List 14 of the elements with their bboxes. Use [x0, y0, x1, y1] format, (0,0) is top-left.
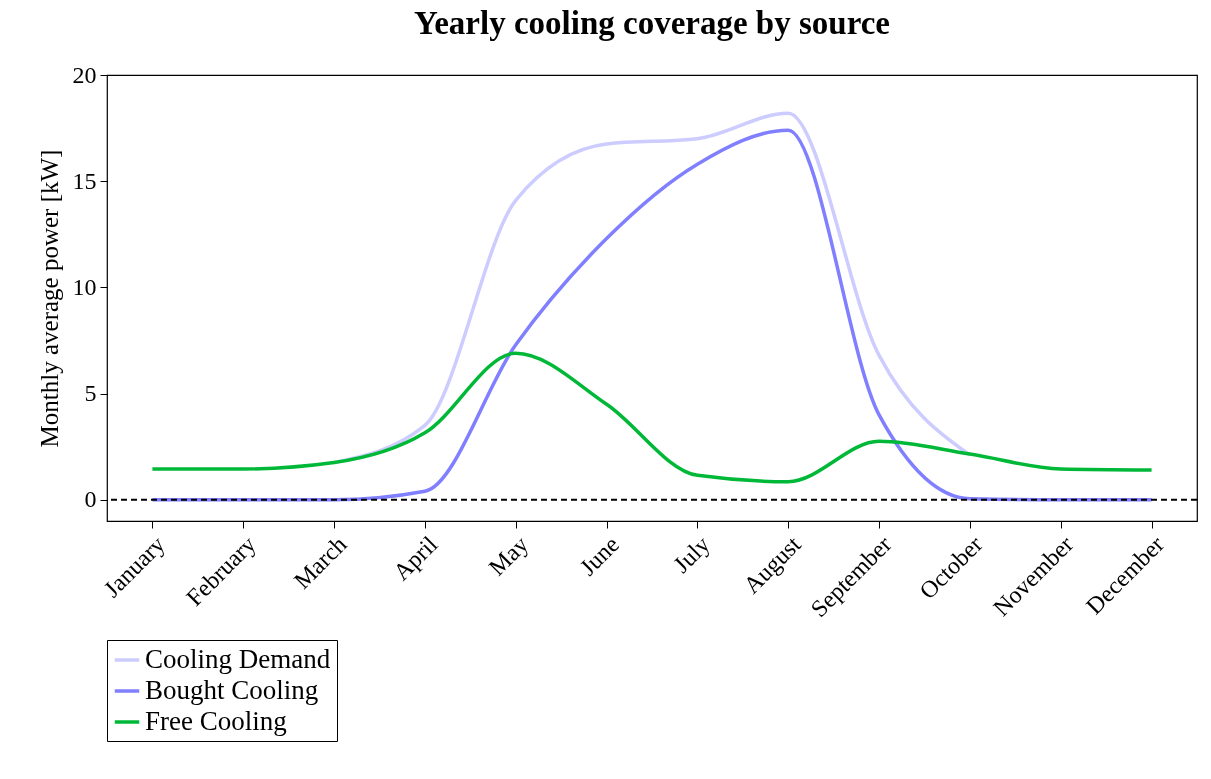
y-tick-label: 20: [72, 61, 97, 88]
legend-label: Bought Cooling: [145, 675, 319, 705]
y-tick-label: 0: [84, 486, 97, 513]
y-tick-label: 10: [72, 273, 97, 300]
y-tick-label: 5: [84, 380, 97, 407]
x-tick-label: June: [574, 531, 625, 581]
x-tick-label: May: [483, 531, 534, 581]
x-tick-label: July: [668, 531, 715, 578]
y-axis-title: Monthly average power [kW]: [35, 149, 63, 448]
y-tick-label: 15: [72, 167, 97, 194]
line-series: [150, 351, 1154, 484]
legend-label: Cooling Demand: [145, 644, 331, 674]
legend-label: Free Cooling: [145, 706, 287, 736]
chart-title: Yearly cooling coverage by source: [414, 5, 890, 41]
